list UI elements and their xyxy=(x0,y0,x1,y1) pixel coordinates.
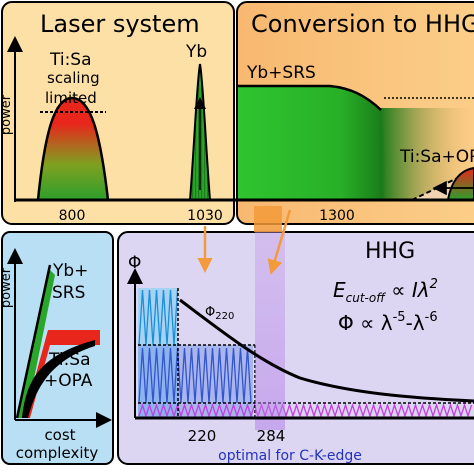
conversion-beams xyxy=(197,206,292,275)
tisa-opa-spectrum xyxy=(446,166,474,201)
laser-system-panel: Laser system power Ti:Sa scaling limited… xyxy=(0,1,235,225)
scaling-panel: power Yb+ SRS Ti:Sa +OPA cost complexity xyxy=(0,231,114,465)
comb-violet xyxy=(138,402,473,419)
tick-220: 220 xyxy=(188,427,217,445)
cutoff-equation: Ecut-off ∝ Iλ2 xyxy=(333,277,438,305)
c-k-edge-highlight xyxy=(255,230,285,430)
arrow-1300-to-284 xyxy=(267,209,292,275)
scaling-tisa-opa-1: Ti:Sa xyxy=(48,350,91,370)
scaling-yb-srs-2: SRS xyxy=(52,283,85,303)
tisa-note-limited: limited xyxy=(45,89,97,107)
scaling-x-axis-label-cost: cost xyxy=(44,426,75,444)
scaling-x-axis-label-complexity: complexity xyxy=(16,444,99,462)
yb-srs-line xyxy=(15,264,52,419)
phi-220-label: Φ220 xyxy=(205,305,234,322)
conversion-panel-title: Conversion to HHG xyxy=(251,10,474,38)
yb-srs-spectrum xyxy=(238,86,385,200)
flux-curve xyxy=(179,298,474,403)
hhg-y-axis-label: Φ xyxy=(128,253,141,273)
hhg-panel: HHG Φ Φ220 220 284 optimal for C-K-edge … xyxy=(117,230,474,465)
tisa-opa-wedge xyxy=(24,330,100,418)
laser-panel-title: Laser system xyxy=(40,10,200,38)
c-k-edge-note: optimal for C-K-edge xyxy=(218,448,362,464)
tisa-label: Ti:Sa xyxy=(49,50,92,70)
hhg-panel-title: HHG xyxy=(365,239,415,264)
beam-1300 xyxy=(254,206,282,232)
laser-y-axis-label: power xyxy=(0,94,14,135)
yb-srs-label: Yb+SRS xyxy=(246,63,316,83)
tick-1300: 1300 xyxy=(319,208,355,224)
tick-800: 800 xyxy=(59,208,86,224)
flux-equation: Φ ∝ λ-5-λ-6 xyxy=(338,310,438,335)
tick-284: 284 xyxy=(257,427,286,445)
hhg-panel-box xyxy=(117,231,474,465)
conversion-panel: Conversion to HHG Yb+SRS Ti:Sa+OPA 1300 xyxy=(236,1,474,225)
tisa-opa-label: Ti:Sa+OPA xyxy=(399,147,474,167)
scaling-tisa-opa-2: +OPA xyxy=(44,371,93,391)
yb-label: Yb xyxy=(185,42,207,62)
tisa-opa-curve xyxy=(22,340,95,418)
yb-srs-wedge xyxy=(17,268,55,418)
tick-1030: 1030 xyxy=(187,208,223,224)
tisa-spectrum xyxy=(36,96,110,202)
scaling-yb-srs-1: Yb+ xyxy=(52,261,88,281)
tisa-note-scaling: scaling xyxy=(47,69,100,87)
comb-blue xyxy=(138,289,179,346)
yb-srs-edge xyxy=(238,84,382,111)
scaling-y-axis-label: power xyxy=(0,267,14,308)
